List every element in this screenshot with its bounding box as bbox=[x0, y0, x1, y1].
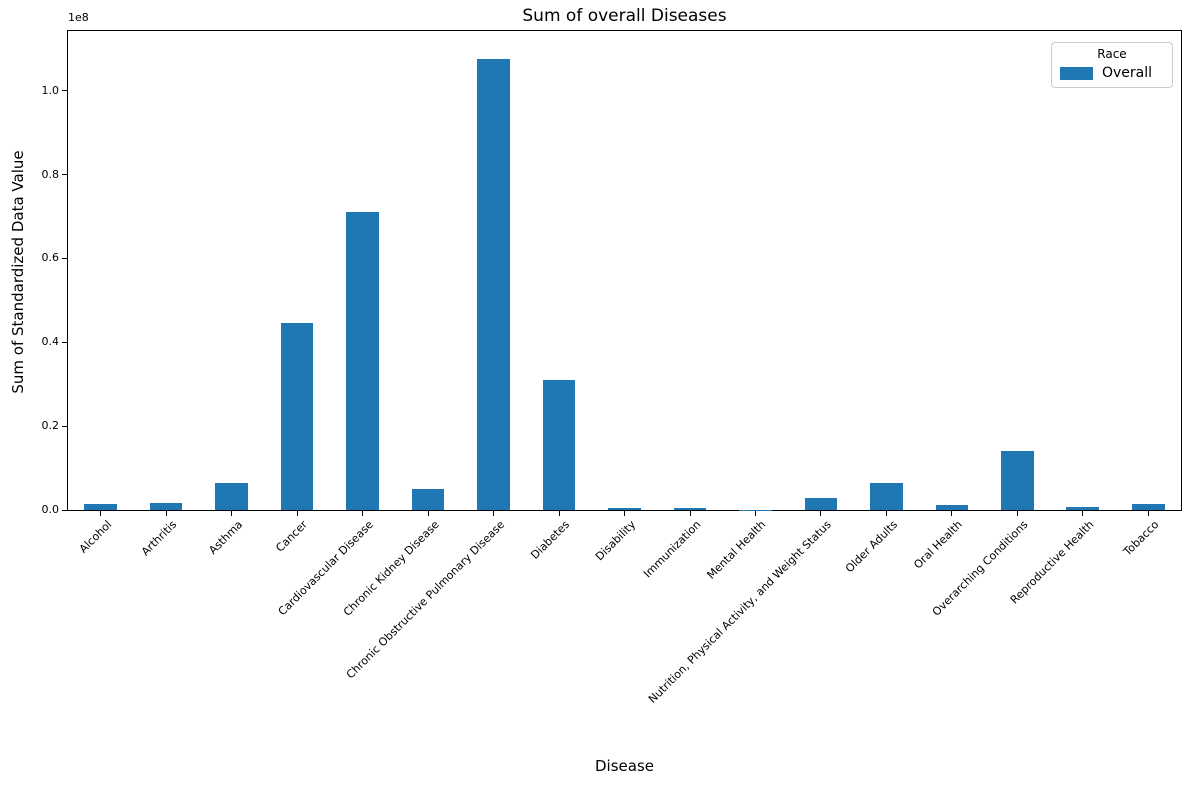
y-axis-offset-text: 1e8 bbox=[68, 11, 89, 24]
x-tick bbox=[624, 511, 625, 516]
y-axis-label: Sum of Standardized Data Value bbox=[9, 150, 27, 394]
bar bbox=[1066, 506, 1100, 510]
x-tick bbox=[689, 511, 691, 516]
x-tick-label-text: Oral Health bbox=[911, 518, 966, 572]
x-tick bbox=[558, 511, 560, 516]
x-tick-label-text: Asthma bbox=[205, 518, 245, 557]
y-tick-label: 1.0 bbox=[41, 83, 60, 97]
x-tick bbox=[951, 511, 953, 516]
y-tick bbox=[62, 341, 67, 343]
x-tick-label-text: Alcohol bbox=[76, 518, 114, 556]
bar bbox=[804, 498, 838, 510]
x-tick bbox=[296, 511, 298, 516]
y-tick-label: 0.8 bbox=[41, 167, 60, 181]
bar bbox=[477, 59, 510, 510]
bar bbox=[673, 507, 707, 510]
bar bbox=[1131, 503, 1165, 510]
x-tick-label-text: Older Adults bbox=[842, 518, 900, 576]
bar bbox=[215, 482, 248, 510]
x-tick bbox=[493, 511, 495, 516]
legend-entry: Overall bbox=[1052, 65, 1172, 81]
bar bbox=[149, 502, 183, 510]
y-tick bbox=[62, 425, 67, 427]
y-tick-label: 0.4 bbox=[41, 335, 60, 349]
x-tick bbox=[427, 511, 429, 516]
y-tick-label: 0.0 bbox=[41, 503, 60, 516]
x-tick bbox=[231, 511, 233, 516]
bar bbox=[935, 505, 969, 510]
y-tick-label: 0.2 bbox=[41, 419, 60, 433]
legend-swatch-overall bbox=[1060, 66, 1093, 80]
x-tick-label-text: Tobacco bbox=[1121, 518, 1162, 559]
x-tick bbox=[754, 511, 756, 516]
legend-entry-label: Overall bbox=[1102, 65, 1153, 81]
bar bbox=[870, 482, 903, 510]
x-tick bbox=[885, 511, 887, 516]
x-tick bbox=[100, 511, 102, 516]
x-tick bbox=[1082, 511, 1084, 516]
x-tick bbox=[165, 511, 167, 516]
bar bbox=[346, 212, 379, 510]
bar bbox=[84, 503, 118, 510]
bar bbox=[608, 507, 641, 510]
x-tick bbox=[1016, 511, 1018, 516]
x-tick bbox=[820, 511, 822, 516]
y-tick-label: 0.6 bbox=[41, 251, 60, 265]
x-tick-label-text: Immunization bbox=[640, 518, 704, 581]
x-tick bbox=[362, 511, 364, 516]
x-tick-label-text: Diabetes bbox=[528, 518, 573, 562]
legend-title: Race bbox=[1097, 47, 1127, 61]
x-tick bbox=[1147, 511, 1149, 516]
bar bbox=[411, 489, 445, 510]
x-tick-label-text: Arthritis bbox=[139, 518, 180, 559]
x-axis-label: Disease bbox=[595, 757, 654, 775]
bar bbox=[280, 323, 314, 510]
y-tick bbox=[62, 257, 67, 259]
x-tick-label-text: Cancer bbox=[273, 518, 311, 555]
bar bbox=[542, 380, 576, 510]
chart-title: Sum of overall Diseases bbox=[522, 6, 727, 26]
y-tick bbox=[62, 90, 67, 92]
bar bbox=[1001, 450, 1034, 510]
y-tick bbox=[62, 509, 67, 511]
x-tick-label-text: Disability bbox=[592, 518, 638, 564]
plot-area bbox=[67, 30, 1182, 511]
legend: Race Overall bbox=[1051, 42, 1173, 88]
x-tick-label-text: Mental Health bbox=[704, 518, 769, 582]
y-tick bbox=[62, 174, 67, 176]
